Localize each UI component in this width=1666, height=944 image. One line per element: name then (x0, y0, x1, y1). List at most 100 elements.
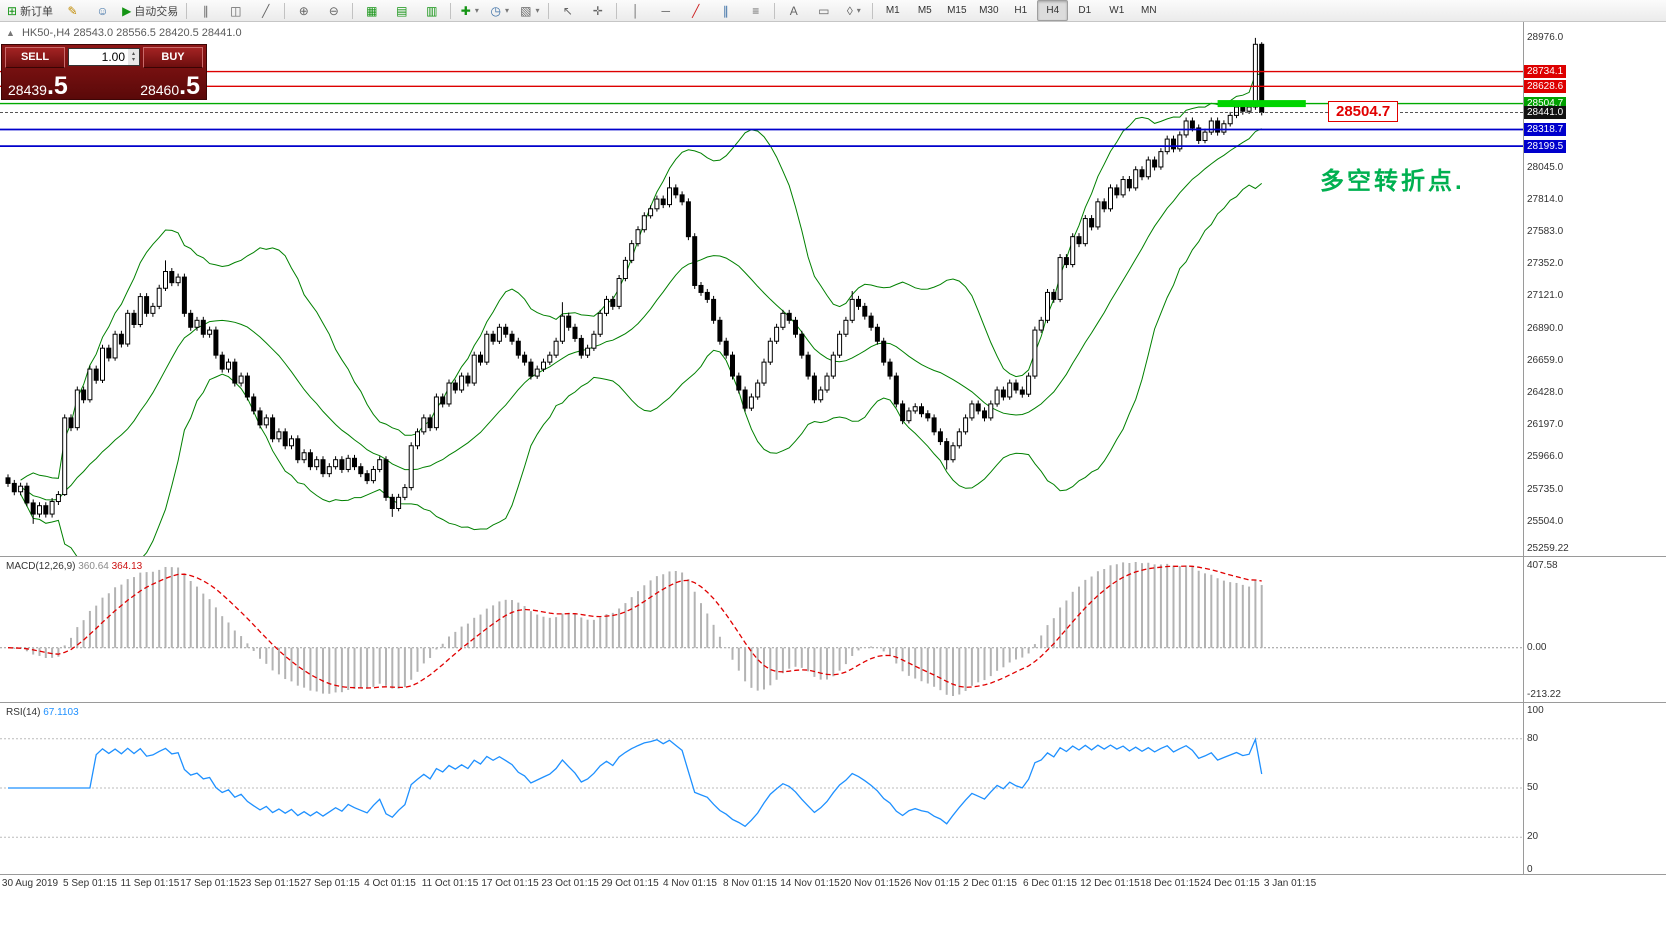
time-axis-label[interactable]: 8 Nov 01:15 (723, 878, 777, 889)
time-axis-label[interactable]: 11 Sep 01:15 (120, 878, 180, 889)
time-axis-label[interactable]: 5 Sep 01:15 (63, 878, 117, 889)
indicators-button[interactable]: ✚ ▾ (455, 0, 484, 21)
time-axis-label[interactable]: 18 Dec 01:15 (1140, 878, 1200, 889)
volume-input[interactable] (68, 48, 140, 66)
indicators-icon: ✚ (460, 3, 471, 18)
new-order-button[interactable]: ⊞ 新订单 (3, 0, 57, 21)
buy-button[interactable]: BUY (143, 46, 203, 68)
macd-label: MACD(12,26,9) (6, 561, 76, 572)
time-axis-label[interactable]: 17 Sep 01:15 (180, 878, 240, 889)
macd-axis-label: -213.22 (1527, 689, 1561, 700)
metaeditor-button[interactable]: ✎ (58, 0, 87, 21)
cascade-windows-button[interactable]: ▥ (417, 0, 446, 21)
time-axis-label[interactable]: 27 Sep 01:15 (300, 878, 360, 889)
community-button[interactable]: ☺ (88, 0, 117, 21)
price-axis-label: 25259.22 (1527, 543, 1569, 554)
time-axis-label[interactable]: 23 Sep 01:15 (240, 878, 300, 889)
one-click-trading-panel: SELL ▴ ▾ BUY 28439 .5 28460 .5 (1, 44, 207, 100)
time-axis-label[interactable]: 2 Dec 01:15 (963, 878, 1017, 889)
timeframe-mn-button[interactable]: MN (1141, 5, 1157, 16)
periods-button[interactable]: ◷ ▾ (485, 0, 514, 21)
time-axis-label[interactable]: 3 Jan 01:15 (1263, 878, 1317, 889)
spinner-up-icon[interactable]: ▴ (131, 51, 135, 57)
channel-button[interactable]: ∥ (711, 0, 740, 21)
label-tool-button[interactable]: ▭ (809, 0, 838, 21)
timeframe-m5-button[interactable]: M5 (917, 5, 932, 16)
time-axis-label[interactable]: 29 Oct 01:15 (601, 878, 659, 889)
time-axis-label[interactable]: 26 Nov 01:15 (900, 878, 960, 889)
spinner-down-icon[interactable]: ▾ (131, 57, 135, 63)
text-tool-icon: A (789, 3, 798, 18)
time-axis-label[interactable]: 4 Oct 01:15 (364, 878, 416, 889)
new-chart-button[interactable]: ▦ (357, 0, 386, 21)
one-click-collapse-arrow[interactable]: ▲ (6, 28, 15, 38)
timeframe-m30-button[interactable]: M30 (979, 5, 999, 16)
sell-button[interactable]: SELL (5, 46, 65, 68)
zoom-out-button[interactable]: ⊖ (319, 0, 348, 21)
horizontal-line-button[interactable]: ─ (651, 0, 680, 21)
time-axis-label[interactable]: 23 Oct 01:15 (541, 878, 599, 889)
bar-chart-button[interactable]: ∥ (191, 0, 220, 21)
price-axis-label: 27583.0 (1527, 226, 1564, 238)
tile-windows-icon: ▤ (396, 3, 408, 18)
macd-chart[interactable] (0, 558, 1666, 702)
zoom-out-icon: ⊖ (328, 3, 339, 18)
rsi-chart[interactable] (0, 704, 1666, 874)
chart-window[interactable]: ▲ HK50-,H4 28543.0 28556.5 28420.5 28441… (0, 22, 1666, 944)
timeframe-h4-button[interactable]: H4 (1037, 0, 1069, 21)
new-order-label: 新订单 (20, 5, 54, 18)
autotrading-button[interactable]: ▶ 自动交易 (118, 0, 182, 21)
time-axis-label[interactable]: 24 Dec 01:15 (1200, 878, 1260, 889)
templates-button[interactable]: ▧ ▾ (515, 0, 544, 21)
price-axis-label: 25735.0 (1527, 483, 1564, 495)
candlestick-chart-button[interactable]: ◫ (221, 0, 250, 21)
cascade-windows-icon: ▥ (426, 3, 438, 18)
time-axis-label[interactable]: 17 Oct 01:15 (481, 878, 539, 889)
price-axis-tag: 28318.7 (1524, 123, 1567, 137)
timeframe-h1-button[interactable]: H1 (1014, 5, 1028, 16)
rsi-axis-label: 20 (1527, 831, 1539, 843)
text-tool-button[interactable]: A (779, 0, 808, 21)
timeframe-w1-button[interactable]: W1 (1109, 5, 1125, 16)
rsi-label: RSI(14) (6, 707, 41, 718)
price-callout[interactable]: 28504.7 (1328, 101, 1399, 122)
candlestick-chart[interactable] (0, 22, 1523, 556)
price-axis-label: 25966.0 (1527, 451, 1564, 463)
time-axis-label[interactable]: 12 Dec 01:15 (1080, 878, 1140, 889)
timeframe-m1-button[interactable]: M1 (885, 5, 900, 16)
price-axis-label: 27121.0 (1527, 290, 1564, 302)
timeframe-d1-button[interactable]: D1 (1078, 5, 1092, 16)
autotrading-play-icon: ▶ (122, 3, 132, 18)
trendline-button[interactable]: ╱ (681, 0, 710, 21)
trendline-icon: ╱ (692, 3, 700, 18)
cursor-icon: ↖ (562, 3, 573, 18)
toolbar-separator (450, 2, 452, 19)
turning-point-annotation[interactable]: 多空转折点. (1320, 168, 1465, 195)
panel-separator (0, 702, 1666, 703)
rsi-value: 67.1103 (43, 707, 79, 718)
panel-separator (0, 874, 1666, 875)
zoom-in-button[interactable]: ⊕ (289, 0, 318, 21)
fibonacci-button[interactable]: ≡ (741, 0, 770, 21)
buy-price-big: .5 (179, 72, 200, 100)
volume-spinner[interactable]: ▴ ▾ (128, 49, 139, 65)
tile-windows-button[interactable]: ▤ (387, 0, 416, 21)
price-axis-tag: 28441.0 (1524, 105, 1567, 119)
cursor-button[interactable]: ↖ (553, 0, 582, 21)
price-axis-line (1523, 22, 1524, 875)
periods-clock-icon: ◷ (490, 3, 502, 18)
label-tool-icon: ▭ (818, 3, 830, 18)
time-axis-label[interactable]: 30 Aug 2019 (1, 878, 59, 889)
line-chart-button[interactable]: ╱ (251, 0, 280, 21)
time-axis-label[interactable]: 11 Oct 01:15 (421, 878, 479, 889)
time-axis-label[interactable]: 4 Nov 01:15 (663, 878, 717, 889)
crosshair-button[interactable]: ✛ (583, 0, 612, 21)
shapes-button[interactable]: ◊ ▾ (839, 0, 868, 21)
line-chart-icon: ╱ (262, 3, 270, 18)
time-axis-label[interactable]: 20 Nov 01:15 (840, 878, 900, 889)
timeframe-m15-button[interactable]: M15 (947, 5, 967, 16)
rsi-axis-label: 80 (1527, 732, 1539, 744)
time-axis-label[interactable]: 14 Nov 01:15 (780, 878, 840, 889)
time-axis-label[interactable]: 6 Dec 01:15 (1023, 878, 1077, 889)
vertical-line-button[interactable]: │ (621, 0, 650, 21)
